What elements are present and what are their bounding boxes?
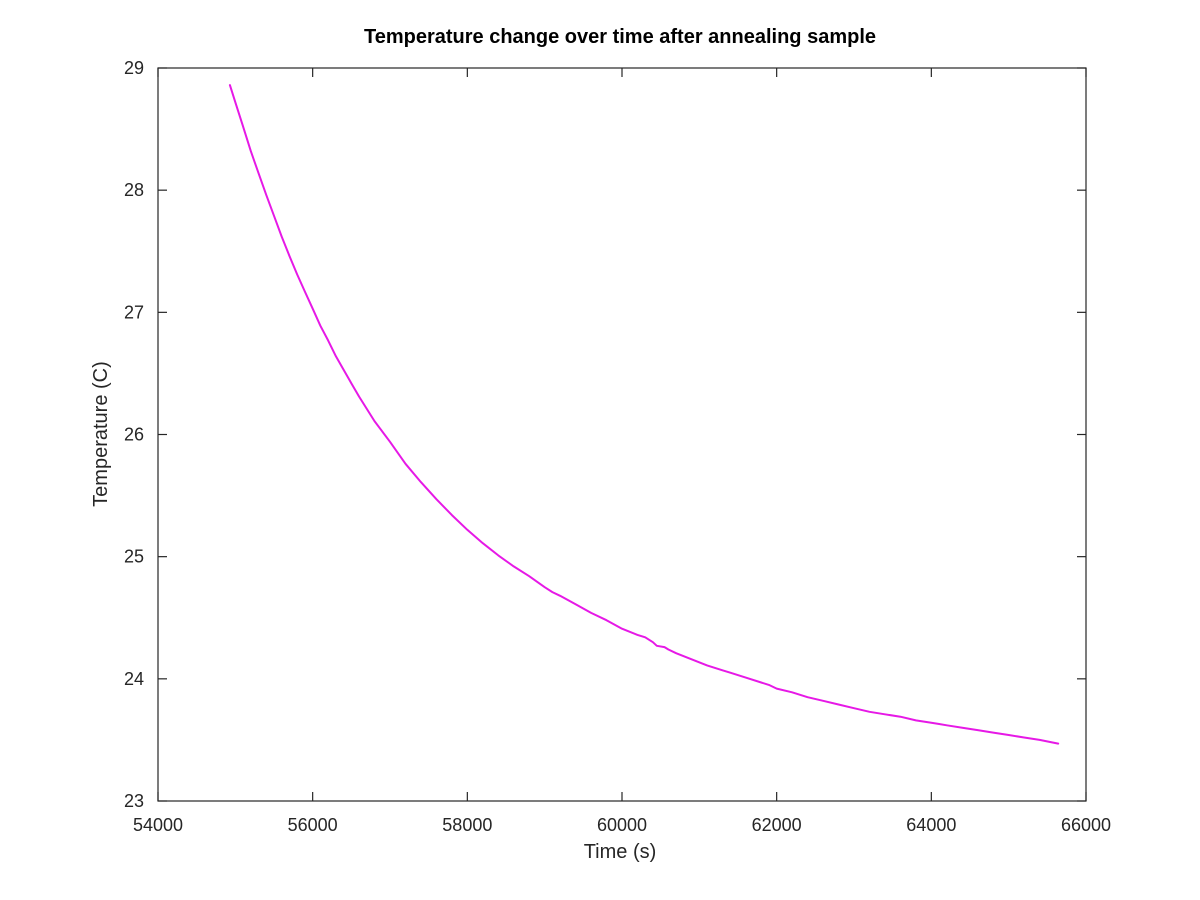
x-tick-label: 60000 [597,815,647,835]
y-axis: 23 24 25 26 27 28 29 [124,58,1086,811]
y-tick-label: 23 [124,791,144,811]
y-tick-label: 26 [124,425,144,445]
x-tick-label: 62000 [752,815,802,835]
plot-area [157,67,1087,802]
y-tick-label: 25 [124,547,144,567]
x-axis: 54000 56000 58000 60000 62000 64000 66000 [133,68,1111,835]
y-tick-label: 27 [124,302,144,322]
chart-title: Temperature change over time after annea… [364,26,876,48]
x-tick-label: 64000 [906,815,956,835]
x-tick-label: 58000 [442,815,492,835]
y-axis-label: Temperature (C) [90,361,112,507]
y-tick-label: 24 [124,669,144,689]
y-tick-label: 28 [124,180,144,200]
x-axis-label: Time (s) [584,841,657,863]
series-layer [228,84,1060,745]
y-tick-label: 29 [124,58,144,78]
x-tick-label: 66000 [1061,815,1111,835]
x-tick-label: 54000 [133,815,183,835]
axes-box [157,67,1087,802]
x-tick-label: 56000 [288,815,338,835]
series-line-temperature [228,84,1060,745]
